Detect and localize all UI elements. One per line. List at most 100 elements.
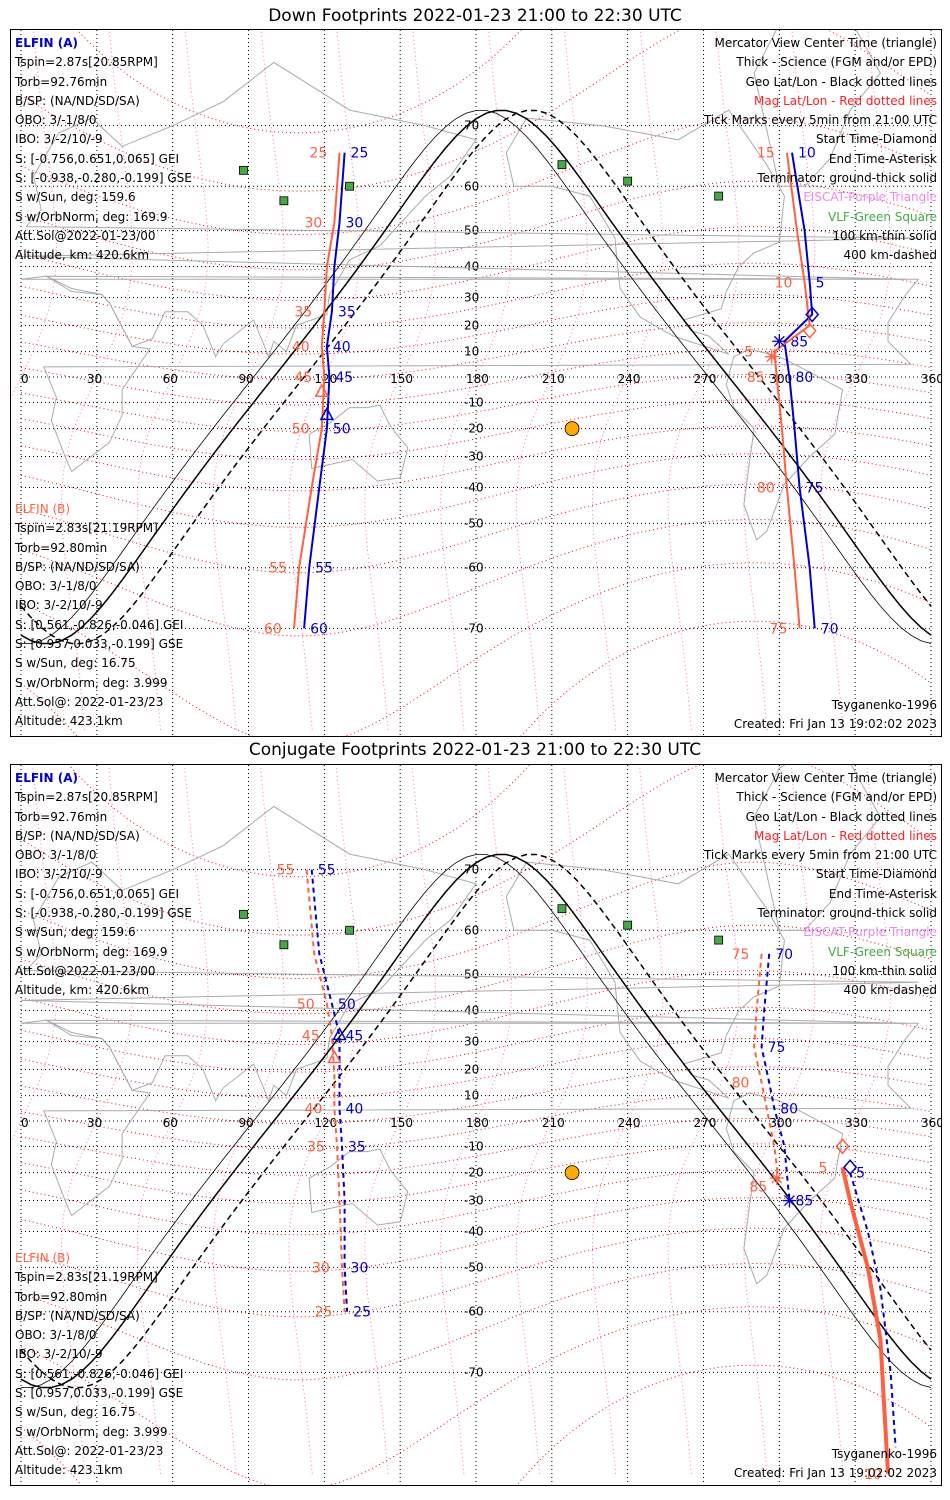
footprint-track (849, 1172, 897, 1448)
lat-tick-label: 50 (464, 224, 479, 238)
vlf-station-square (279, 196, 289, 206)
vlf-station-square (623, 920, 633, 930)
track-tick-label: 70 (821, 621, 839, 637)
vlf-station-square (557, 160, 567, 170)
track-tick-label: 85 (790, 334, 808, 350)
mag-lon-line (667, 30, 740, 730)
vlf-station-square (714, 191, 724, 201)
bottom-elfin-a-name: ELFIN (A) (15, 771, 78, 785)
terminator-line (20, 853, 932, 1389)
top-elfin-b-line: S w/OrbNorm, deg: 3.999 (15, 675, 168, 690)
lon-tick-label: 180 (466, 372, 489, 386)
bottom-elfin-a-line: Torb=92.76min (15, 809, 108, 824)
bottom-legend: Mercator View Center Time (triangle) Thi… (704, 769, 937, 1001)
bottom-legend-item: End Time-Asterisk (828, 886, 937, 901)
bottom-elfin-b-line: S w/OrbNorm, deg: 3.999 (15, 1424, 168, 1439)
bottom-legend-item: EISCAT-Purple Triangle (803, 925, 937, 940)
lat-tick-label: 20 (464, 1062, 479, 1076)
lon-tick-label: 60 (163, 372, 178, 386)
track-tick-label: 80 (732, 1076, 750, 1092)
start-time-diamond (805, 306, 820, 323)
mag-lon-line (743, 30, 816, 730)
bottom-legend-item: Start Time-Diamond (815, 867, 937, 882)
footprint-track (760, 953, 791, 1201)
center-time-triangle (314, 383, 330, 397)
track-tick-label: 60 (264, 621, 282, 637)
top-elfin-b-line: S: [0.957,0.033,-0.199] GSE (15, 637, 184, 652)
track-tick-label: 55 (318, 863, 336, 879)
track-tick-label: 15 (757, 146, 775, 162)
lat-tick-label: -10 (464, 1139, 484, 1153)
mag-lat-line (68, 765, 530, 878)
vlf-station-square (557, 904, 567, 914)
track-tick-label: 55 (277, 863, 295, 879)
track-tick-label: 50 (292, 422, 310, 438)
lon-tick-label: 90 (239, 1116, 254, 1130)
lon-tick-label: 300 (769, 1116, 792, 1130)
bottom-legend-item: 400 km-dashed (843, 983, 937, 998)
top-elfin-a-line: S: [-0.756,0.651,0.065] GEI (15, 151, 180, 166)
start-time-diamond (843, 1159, 858, 1176)
lat-tick-label: -20 (464, 422, 484, 436)
track-tick-label: 10 (864, 1467, 882, 1483)
lon-tick-label: 0 (21, 372, 29, 386)
bottom-created-label: Created: Fri Jan 13 19:02:02 2023 (733, 1466, 937, 1480)
coast-outline (753, 30, 882, 187)
top-elfin-b-line: S w/Sun, deg: 16.75 (15, 656, 136, 671)
lon-tick-label: 180 (466, 1116, 489, 1130)
coast-outline (308, 404, 409, 482)
track-tick-label: 85 (747, 370, 765, 386)
track-tick-label: 35 (348, 1139, 366, 1155)
lon-tick-label: 240 (618, 1116, 641, 1130)
end-time-asterisk (782, 1193, 797, 1208)
bottom-panel: 0 30 60 90 120 150 180 210 240 270 300 330 360 70 60 50… (10, 764, 942, 1486)
bottom-legend-item: Mercator View Center Time (triangle) (714, 771, 937, 785)
bottom-legend-item: Mag Lat/Lon - Red dotted lines (753, 828, 937, 843)
coast-outline (753, 765, 882, 931)
lat-tick-label: -70 (464, 621, 484, 635)
bottom-footer: Tsyganenko-1996 Created: Fri Jan 13 19:0… (734, 1445, 937, 1483)
track-tick-label: 70 (775, 947, 793, 963)
sun-icon (564, 421, 580, 437)
track-tick-label: 60 (310, 621, 328, 637)
top-elfin-a-line: IBO: 3/-2/10/-9 (15, 132, 103, 147)
top-legend-item: 100 km-thin solid (832, 228, 937, 243)
mag-lat-line (20, 1306, 932, 1485)
vlf-station-square (239, 165, 248, 175)
top-panel: 0 30 60 90 120 150 180 210 240 270 300 330 360 70 60 50… (10, 29, 942, 737)
track-tick-label: 30 (346, 216, 364, 232)
top-elfin-b-line: B/SP: (NA/ND/SD/SA) (15, 559, 140, 574)
bottom-elfin-b-line: OBO: 3/-1/8/0 (15, 1328, 97, 1343)
lat-tick-label: -10 (464, 395, 484, 409)
track-tick-label: 25 (315, 1305, 333, 1321)
track-tick-label: 30 (351, 1260, 369, 1276)
mag-lon-line (819, 30, 892, 730)
mag-lat-line (20, 453, 932, 528)
track-tick-label: 50 (297, 997, 315, 1013)
center-time-triangle (319, 406, 335, 421)
lat-tick-label: 10 (464, 1089, 479, 1103)
track-tick-label: 35 (294, 305, 312, 321)
top-legend-item: Mag Lat/Lon - Red dotted lines (753, 93, 937, 108)
bottom-legend-item: 100 km-thin solid (832, 963, 937, 978)
track-tick-label: 25 (353, 1305, 371, 1321)
sun-icon (564, 1165, 580, 1181)
top-legend-item: Tick Marks every 5min from 21:00 UTC (703, 113, 937, 128)
track-tick-label: 80 (795, 370, 813, 386)
bottom-elfin-a-line: S: [-0.756,0.651,0.065] GEI (15, 886, 180, 901)
lon-tick-label: 330 (845, 372, 868, 386)
bottom-legend-item: VLF-Green Square (828, 944, 937, 959)
lat-tick-label: -30 (464, 450, 484, 464)
top-panel-title: Down Footprints 2022-01-23 21:00 to 22:3… (268, 6, 682, 26)
bottom-elfin-b-line: Torb=92.80min (15, 1289, 108, 1304)
track-tick-label: 5 (819, 1160, 828, 1176)
mag-lon-line (60, 30, 133, 730)
lon-tick-label: 0 (21, 1116, 29, 1130)
lon-tick-label: 150 (390, 1116, 413, 1130)
track-tick-label: 5 (816, 275, 825, 291)
top-footer: Tsyganenko-1996 Created: Fri Jan 13 19:0… (734, 696, 937, 734)
bottom-elfin-b-line: S w/Sun, deg: 16.75 (15, 1405, 136, 1420)
top-elfin-b-line: Torb=92.80min (15, 540, 108, 555)
lat-tick-label: 70 (464, 119, 479, 133)
track-tick-label: 85 (795, 1194, 813, 1210)
